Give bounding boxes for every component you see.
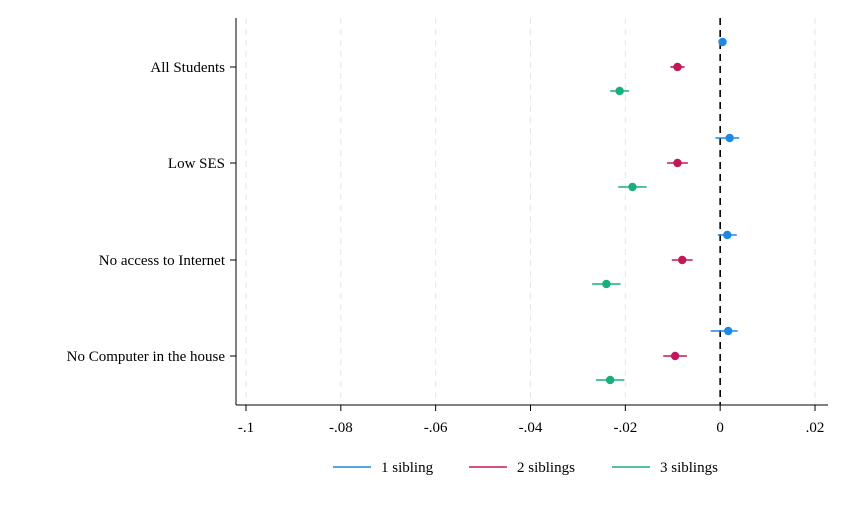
legend: 1 sibling 2 siblings 3 siblings bbox=[333, 460, 718, 476]
estimate-point bbox=[673, 62, 682, 72]
x-tick-label: -.04 bbox=[519, 420, 543, 436]
estimate-point bbox=[723, 230, 732, 240]
estimate-point bbox=[725, 133, 734, 143]
legend-label: 3 siblings bbox=[660, 460, 718, 476]
estimate-points bbox=[592, 37, 740, 385]
estimate-point bbox=[615, 86, 624, 96]
category-label: No Computer in the house bbox=[67, 349, 226, 365]
estimate-point bbox=[670, 351, 680, 361]
x-tick-label: -.08 bbox=[329, 420, 353, 436]
category-labels: All Students Low SES No access to Internet… bbox=[67, 60, 236, 365]
estimate-point bbox=[724, 326, 733, 336]
x-tick-label: -.02 bbox=[613, 420, 637, 436]
x-tick-label: 0 bbox=[716, 420, 724, 436]
estimate-point bbox=[678, 255, 687, 265]
x-tick-label: -.1 bbox=[238, 420, 254, 436]
x-tick-label: .02 bbox=[806, 420, 825, 436]
x-tick-label: -.06 bbox=[424, 420, 448, 436]
category-label: No access to Internet bbox=[99, 253, 226, 269]
legend-label: 2 siblings bbox=[517, 460, 575, 476]
x-axis-ticks: -.1 -.08 -.06 -.04 -.02 0 .02 bbox=[238, 405, 825, 436]
estimate-point bbox=[628, 182, 637, 192]
category-label: All Students bbox=[150, 60, 225, 76]
category-label: Low SES bbox=[168, 156, 225, 172]
estimate-point bbox=[605, 375, 615, 385]
estimate-point bbox=[602, 279, 611, 289]
legend-label: 1 sibling bbox=[381, 460, 434, 476]
estimate-point bbox=[673, 158, 682, 168]
grid-lines bbox=[245, 18, 816, 405]
estimate-point bbox=[718, 37, 727, 47]
